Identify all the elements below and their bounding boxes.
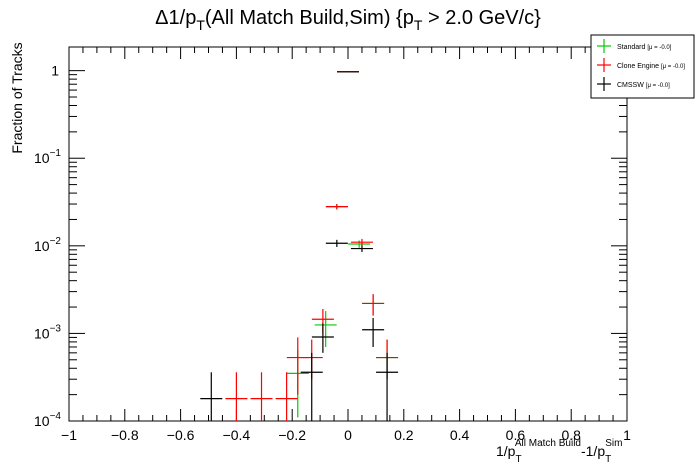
data-point <box>362 294 385 316</box>
data-point <box>348 240 371 248</box>
y-axis-label: Fraction of Tracks <box>9 42 25 153</box>
x-tick-label: −0.8 <box>111 427 139 443</box>
data-point <box>376 352 399 421</box>
series-cmssw <box>200 71 399 421</box>
legend-label: Clone Engine [μ = -0.0] <box>617 63 685 70</box>
axis-ticks <box>68 47 628 422</box>
legend-label: CMSSW [μ = -0.0] <box>617 82 670 89</box>
x-tick-label: −0.6 <box>167 427 195 443</box>
y-tick-label: 10−1 <box>34 148 61 166</box>
data-point <box>325 204 348 210</box>
x-tick-label: −0.4 <box>223 427 251 443</box>
x-tick-label: 0.2 <box>394 427 414 443</box>
x-tick-label: 0.4 <box>450 427 470 443</box>
chart-title: Δ1/pT(All Match Build,Sim) {pT > 2.0 GeV… <box>155 7 541 33</box>
legend: Standard [μ = -0.0] Clone Engine [μ = -0.… <box>590 34 695 99</box>
y-tick-label: 10−3 <box>34 323 61 341</box>
legend-label: Standard [μ = -0.0] <box>617 44 672 51</box>
y-tick-label: 1 <box>51 63 59 79</box>
plot-frame <box>68 46 628 422</box>
x-tick-label: −0.2 <box>278 427 306 443</box>
data-point <box>225 372 248 421</box>
data-point <box>250 372 273 421</box>
y-tick-label: 10−2 <box>34 236 61 254</box>
data-point <box>337 71 359 73</box>
data-point <box>350 238 373 246</box>
legend-entry: Standard [μ = -0.0] <box>597 39 672 53</box>
y-tick-label: 10−4 <box>34 411 61 429</box>
data-point <box>350 245 373 253</box>
x-tick-label: 1 <box>623 427 631 443</box>
x-tick-label: 0 <box>344 427 352 443</box>
data-point <box>286 337 309 395</box>
data-point <box>362 317 385 347</box>
x-axis-label: 1/pTAll Match Build-1/pTSim <box>496 438 622 465</box>
legend-entry: CMSSW [μ = -0.0] <box>597 77 670 91</box>
x-tick-label: 0.8 <box>561 427 581 443</box>
data-markers <box>200 71 399 421</box>
series-standard <box>286 71 399 418</box>
data-point <box>275 372 298 421</box>
legend-entry: Clone Engine [μ = -0.0] <box>597 58 685 72</box>
data-point <box>311 323 334 353</box>
data-point <box>200 372 223 421</box>
axis-tick-labels: −1 −0.8 −0.6 −0.4 −0.2 0 0.2 0.4 0.6 0.8 1 1 10−1 10−… <box>34 63 631 443</box>
x-tick-label: 0.6 <box>506 427 526 443</box>
data-point <box>314 311 337 347</box>
x-tick-label: −1 <box>61 427 77 443</box>
data-point <box>300 352 323 421</box>
data-point <box>325 239 348 247</box>
